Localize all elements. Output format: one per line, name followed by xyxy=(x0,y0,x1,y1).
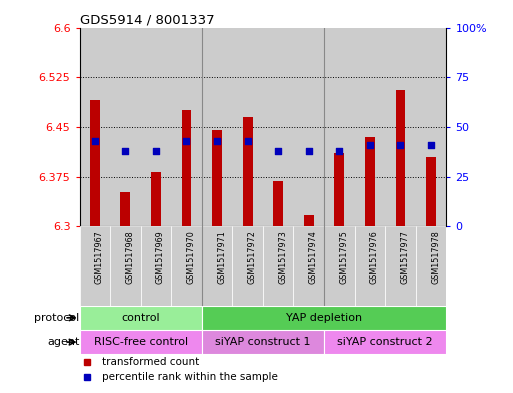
Bar xyxy=(385,28,416,226)
Bar xyxy=(324,28,354,226)
FancyBboxPatch shape xyxy=(80,330,202,354)
FancyBboxPatch shape xyxy=(202,226,232,306)
Bar xyxy=(182,110,191,226)
Bar xyxy=(365,137,375,226)
FancyBboxPatch shape xyxy=(293,226,324,306)
FancyBboxPatch shape xyxy=(232,226,263,306)
Point xyxy=(183,138,191,144)
Bar xyxy=(334,153,344,226)
FancyBboxPatch shape xyxy=(171,226,202,306)
Text: GSM1517977: GSM1517977 xyxy=(401,230,409,284)
Text: GSM1517972: GSM1517972 xyxy=(248,230,256,284)
Text: GSM1517971: GSM1517971 xyxy=(217,230,226,284)
FancyBboxPatch shape xyxy=(263,226,293,306)
FancyBboxPatch shape xyxy=(80,306,202,330)
Point xyxy=(366,141,374,148)
Bar xyxy=(202,28,232,226)
Text: siYAP construct 1: siYAP construct 1 xyxy=(215,337,311,347)
Point xyxy=(244,138,252,144)
Text: siYAP construct 2: siYAP construct 2 xyxy=(338,337,433,347)
FancyBboxPatch shape xyxy=(354,226,385,306)
FancyBboxPatch shape xyxy=(80,226,110,306)
Point xyxy=(397,141,405,148)
Bar xyxy=(232,28,263,226)
Point xyxy=(274,147,282,154)
Text: RISC-free control: RISC-free control xyxy=(93,337,188,347)
Text: GSM1517967: GSM1517967 xyxy=(95,230,104,284)
Text: agent: agent xyxy=(47,337,80,347)
Bar xyxy=(293,28,324,226)
Bar xyxy=(396,90,405,226)
FancyBboxPatch shape xyxy=(141,226,171,306)
Point xyxy=(213,138,221,144)
Text: GSM1517973: GSM1517973 xyxy=(278,230,287,284)
FancyBboxPatch shape xyxy=(416,226,446,306)
Point xyxy=(121,147,129,154)
Bar xyxy=(416,28,446,226)
Bar xyxy=(212,130,222,226)
Point xyxy=(91,138,99,144)
Bar xyxy=(151,172,161,226)
Text: percentile rank within the sample: percentile rank within the sample xyxy=(102,373,278,382)
Bar xyxy=(304,215,313,226)
Bar xyxy=(80,28,110,226)
Text: protocol: protocol xyxy=(34,313,80,323)
FancyBboxPatch shape xyxy=(324,330,446,354)
Bar xyxy=(243,117,252,226)
Text: GSM1517969: GSM1517969 xyxy=(156,230,165,284)
FancyBboxPatch shape xyxy=(202,306,446,330)
Bar xyxy=(171,28,202,226)
Point xyxy=(427,141,435,148)
Text: GSM1517968: GSM1517968 xyxy=(125,230,134,284)
Text: GSM1517976: GSM1517976 xyxy=(370,230,379,284)
Bar xyxy=(90,100,100,226)
Text: GDS5914 / 8001337: GDS5914 / 8001337 xyxy=(80,13,214,26)
Bar xyxy=(110,28,141,226)
Text: YAP depletion: YAP depletion xyxy=(286,313,362,323)
FancyBboxPatch shape xyxy=(324,226,354,306)
Bar xyxy=(354,28,385,226)
Bar xyxy=(263,28,293,226)
FancyBboxPatch shape xyxy=(202,330,324,354)
FancyBboxPatch shape xyxy=(110,226,141,306)
Text: GSM1517975: GSM1517975 xyxy=(339,230,348,284)
Text: GSM1517978: GSM1517978 xyxy=(431,230,440,284)
Point xyxy=(305,147,313,154)
Bar xyxy=(273,181,283,226)
Bar xyxy=(141,28,171,226)
Point xyxy=(152,147,160,154)
Text: control: control xyxy=(122,313,160,323)
Bar xyxy=(426,157,436,226)
Text: GSM1517970: GSM1517970 xyxy=(187,230,195,284)
Point xyxy=(335,147,343,154)
FancyBboxPatch shape xyxy=(385,226,416,306)
Bar xyxy=(121,192,130,226)
Text: transformed count: transformed count xyxy=(102,357,199,367)
Text: GSM1517974: GSM1517974 xyxy=(309,230,318,284)
